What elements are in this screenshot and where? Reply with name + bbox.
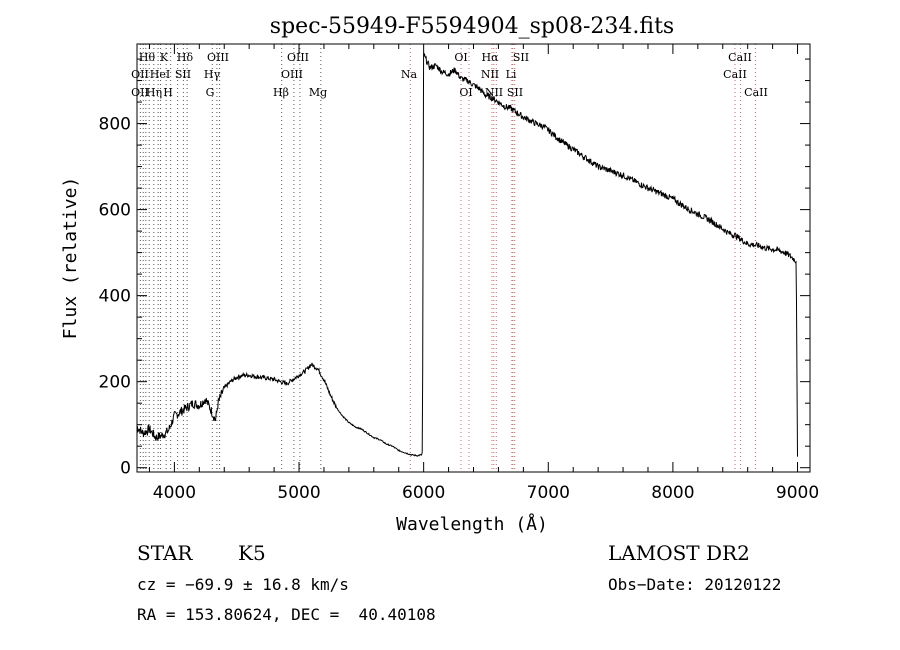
line-label: OIII	[287, 51, 309, 64]
line-label: OIII	[281, 68, 303, 81]
object-subclass: K5	[238, 541, 266, 565]
x-axis-ticks: 4000 5000 6000 7000 8000 9000	[148, 44, 819, 503]
line-label: Li	[506, 68, 517, 81]
line-label: OII	[131, 68, 149, 81]
line-label: HeI	[150, 68, 170, 81]
line-label: OI	[459, 86, 472, 99]
line-label: Mg	[309, 86, 327, 99]
y-tick-label: 600	[99, 201, 131, 221]
y-axis-label: Flux (relative)	[60, 177, 81, 340]
chart-title: spec-55949-F5594904_sp08-234.fits	[270, 14, 674, 39]
line-label: H	[163, 86, 173, 99]
object-class: STAR	[137, 541, 193, 565]
coordinates: RA = 153.80624, DEC = 40.40108	[137, 605, 436, 624]
y-axis-ticks: 0 200 400 600 800	[99, 58, 810, 479]
redshift-cz: cz = −69.9 ± 16.8 km/s	[137, 575, 349, 594]
line-label: Na	[401, 68, 418, 81]
observation-date: Obs−Date: 20120122	[608, 575, 782, 594]
line-label: CaII	[744, 86, 768, 99]
line-label: CaII	[728, 51, 752, 64]
line-label: OIII	[207, 51, 229, 64]
line-label: Hη	[146, 86, 162, 99]
line-label: OI	[454, 51, 467, 64]
line-label: Hθ	[139, 51, 156, 64]
line-label: NII	[481, 68, 499, 81]
line-label: K	[160, 51, 169, 64]
x-axis-label: Wavelength (Å)	[396, 513, 548, 535]
line-label: Hβ	[273, 86, 289, 99]
plot-frame	[136, 43, 811, 473]
spectrum-series	[136, 52, 798, 457]
line-label: Hγ	[204, 68, 221, 81]
line-label: Hδ	[177, 51, 194, 64]
line-label: OII	[131, 86, 149, 99]
line-label: SII	[175, 68, 191, 81]
x-tick-label: 4000	[153, 483, 196, 503]
y-tick-label: 200	[99, 373, 131, 393]
emission-line-markers	[139, 44, 756, 472]
y-tick-label: 400	[99, 287, 131, 307]
line-label: SII	[513, 51, 529, 64]
x-tick-label: 6000	[402, 483, 445, 503]
line-labels: Hθ K Hδ OIII OIII OI Hα SII CaII OII HeI SII Hγ OIII N…	[131, 51, 768, 99]
y-tick-label: 800	[99, 115, 131, 135]
line-label: Hα	[481, 51, 499, 64]
x-tick-label: 8000	[651, 483, 694, 503]
x-tick-label: 5000	[277, 483, 320, 503]
survey-name: LAMOST DR2	[608, 541, 750, 565]
line-label: SII	[507, 86, 523, 99]
x-tick-label: 9000	[776, 483, 819, 503]
line-label: CaII	[723, 68, 747, 81]
y-tick-label: 0	[120, 459, 131, 479]
x-tick-label: 7000	[527, 483, 570, 503]
line-label: G	[206, 86, 215, 99]
